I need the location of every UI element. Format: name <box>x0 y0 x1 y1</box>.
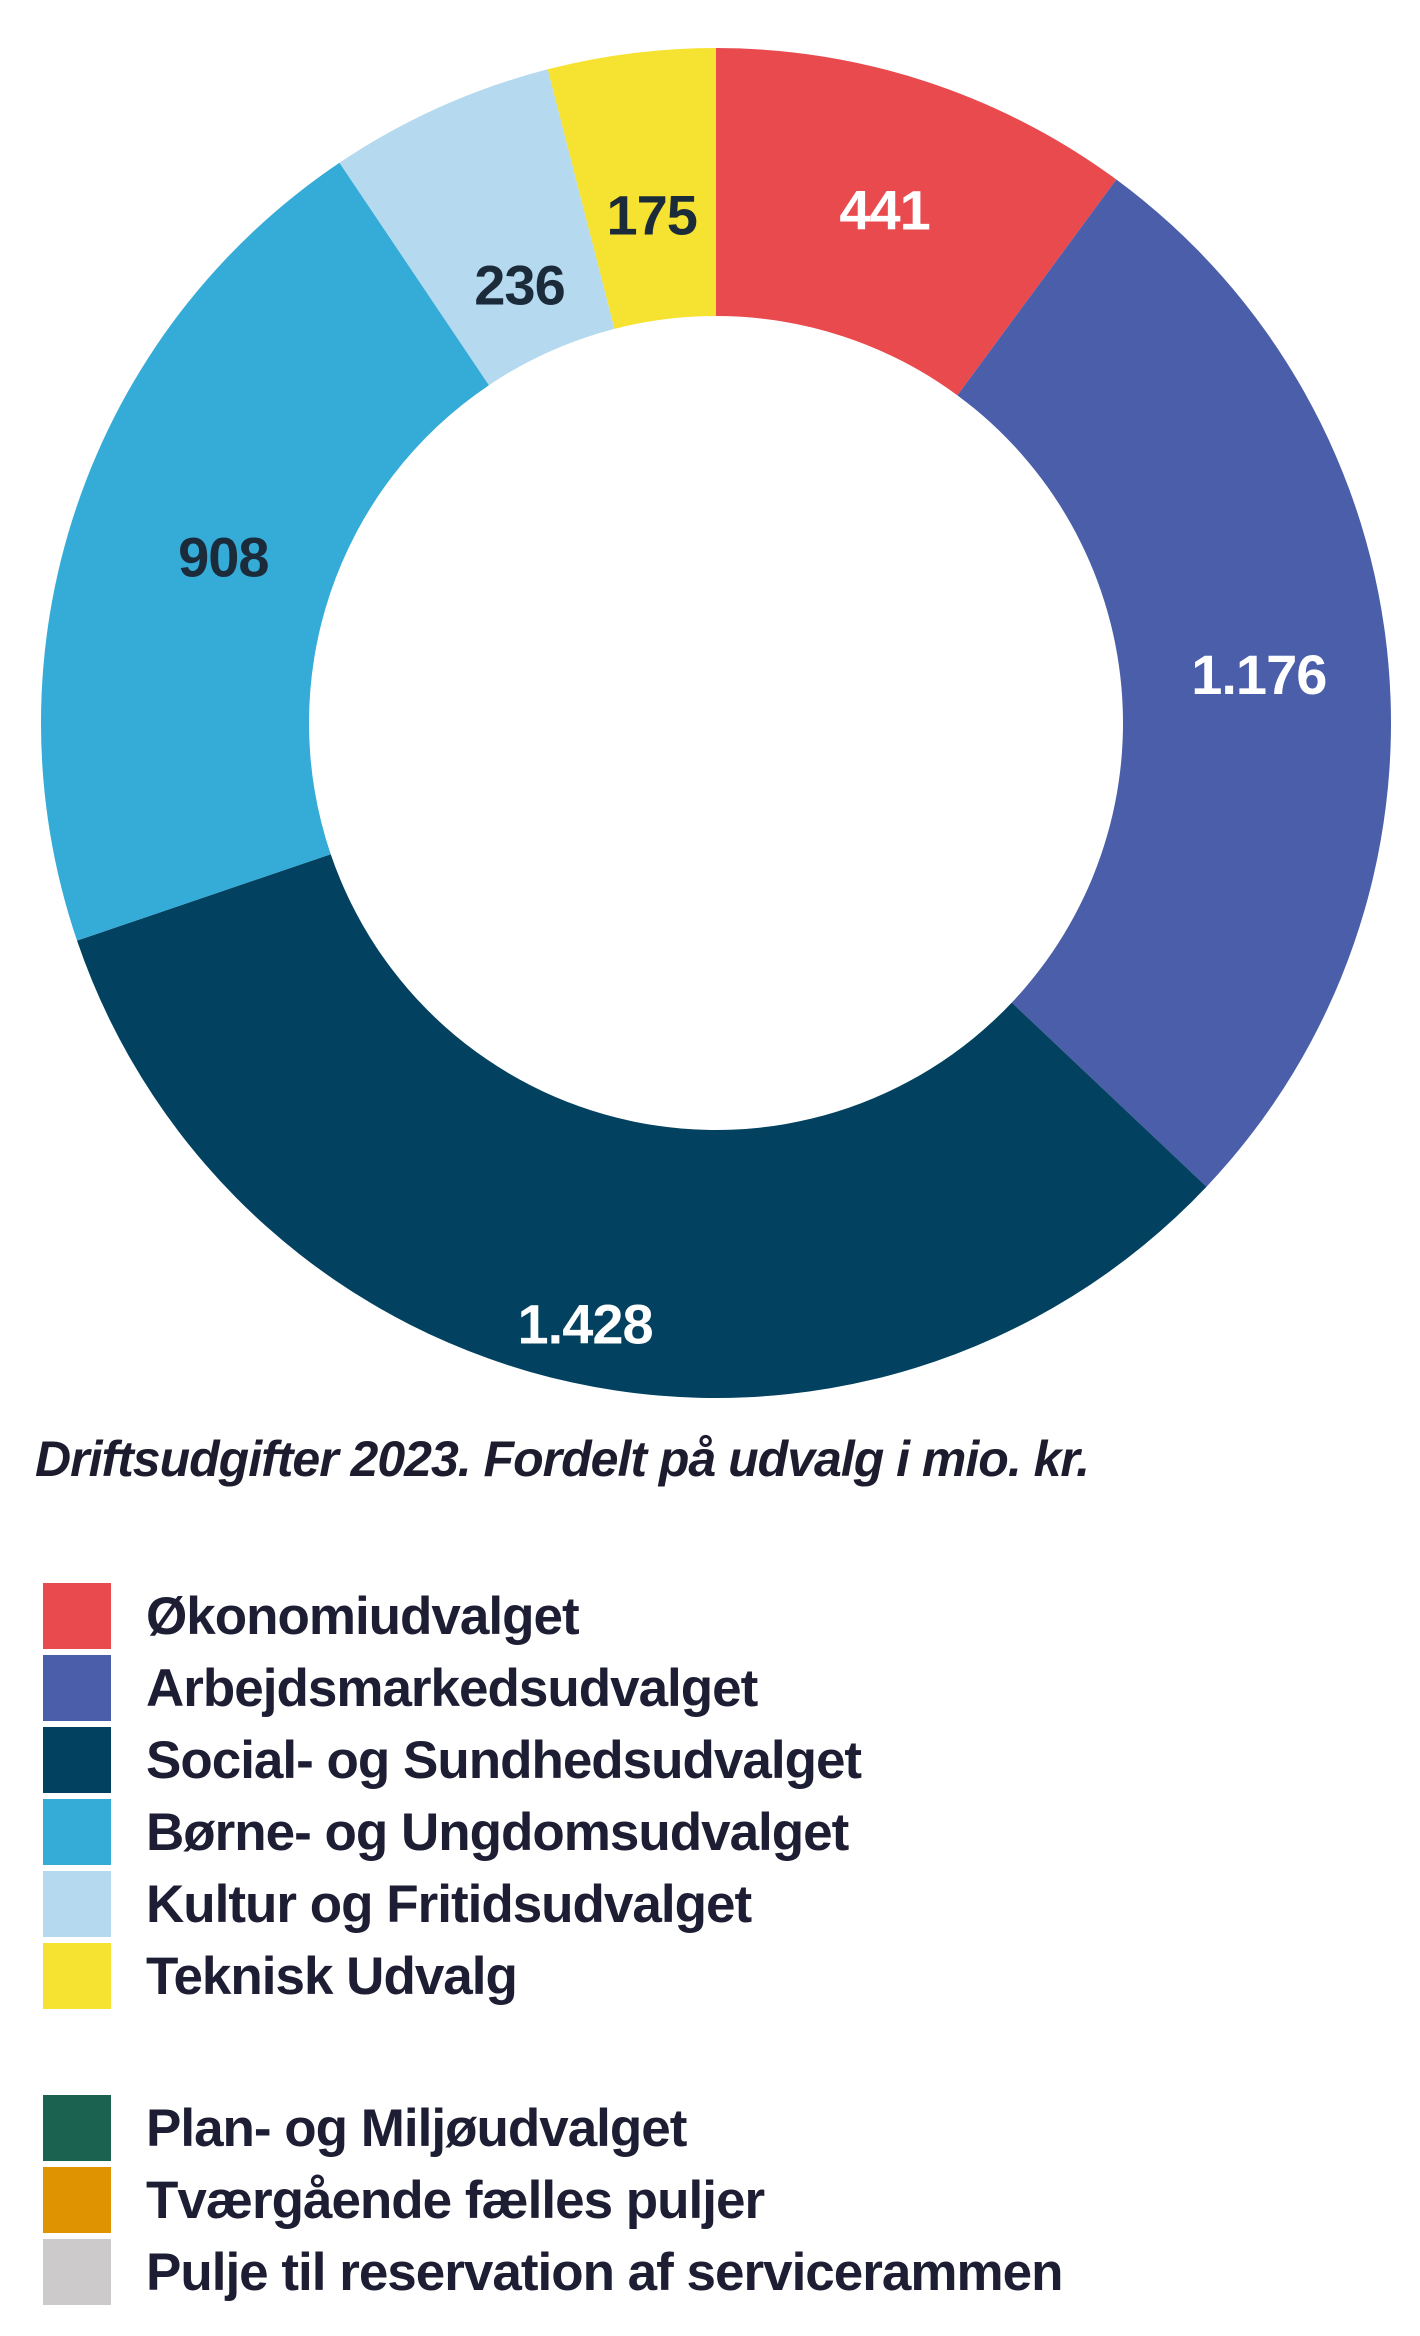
legend-swatch-1 <box>43 1655 111 1721</box>
donut-slice-value-3: 908 <box>178 525 268 588</box>
chart-caption: Driftsudgifter 2023. Fordelt på udvalg i… <box>35 1431 1090 1487</box>
legend-item-3: Børne- og Ungdomsudvalget <box>43 1799 861 1865</box>
legend-label-3: Børne- og Ungdomsudvalget <box>146 1802 849 1862</box>
donut-slice-value-4: 236 <box>474 254 564 317</box>
legend-swatch-5 <box>43 1943 111 2009</box>
legend-extra-swatch-0 <box>43 2095 111 2161</box>
legend-label-0: Økonomiudvalget <box>146 1586 580 1646</box>
legend-item-4: Kultur og Fritidsudvalget <box>43 1871 861 1937</box>
legend-extra-label-2: Pulje til reservation af servicerammen <box>146 2242 1063 2302</box>
donut-slice-value-0: 441 <box>839 179 929 242</box>
legend-main: Økonomiudvalget Arbejdsmarkedsudvalget Soc… <box>43 1583 862 2009</box>
donut-slice-value-5: 175 <box>606 184 696 247</box>
donut-slice-value-2: 1.428 <box>518 1292 653 1355</box>
legend-label-1: Arbejdsmarkedsudvalget <box>146 1658 758 1718</box>
legend-item-2: Social- og Sundhedsudvalget <box>43 1727 862 1793</box>
legend-item-5: Teknisk Udvalg <box>43 1943 861 2009</box>
donut-chart: 441 1.176 1.428 908 236 175 <box>40 48 1392 1399</box>
donut-slice-5 <box>547 48 716 329</box>
legend-swatch-4 <box>43 1871 111 1937</box>
legend-extra-label-1: Tværgående fælles puljer <box>146 2170 765 2230</box>
legend-item-1: Arbejdsmarkedsudvalget <box>43 1655 861 1721</box>
legend-label-2: Social- og Sundhedsudvalget <box>146 1730 862 1790</box>
donut-slice-2 <box>77 854 1207 1399</box>
donut-slice-4 <box>339 69 615 386</box>
legend-label-5: Teknisk Udvalg <box>146 1946 518 2006</box>
legend-extra-item-0: Plan- og Miljøudvalget <box>43 2095 1062 2161</box>
legend-label-4: Kultur og Fritidsudvalget <box>146 1874 752 1934</box>
donut-slice-3 <box>40 162 489 941</box>
legend-swatch-0 <box>43 1583 111 1649</box>
legend-extra-swatch-2 <box>43 2239 111 2305</box>
donut-slice-1 <box>957 179 1392 1187</box>
legend-item-0: Økonomiudvalget <box>43 1583 861 1649</box>
donut-slice-value-1: 1.176 <box>1191 643 1326 706</box>
legend-extra-item-1: Tværgående fælles puljer <box>43 2167 1062 2233</box>
legend-swatch-3 <box>43 1799 111 1865</box>
legend-swatch-2 <box>43 1727 111 1793</box>
legend-extra-swatch-1 <box>43 2167 111 2233</box>
legend-extra: Plan- og Miljøudvalget Tværgående fælles … <box>43 2095 1063 2305</box>
donut-slice-0 <box>716 48 1117 396</box>
legend-extra-item-2: Pulje til reservation af servicerammen <box>43 2239 1063 2305</box>
legend-extra-label-0: Plan- og Miljøudvalget <box>146 2098 687 2158</box>
